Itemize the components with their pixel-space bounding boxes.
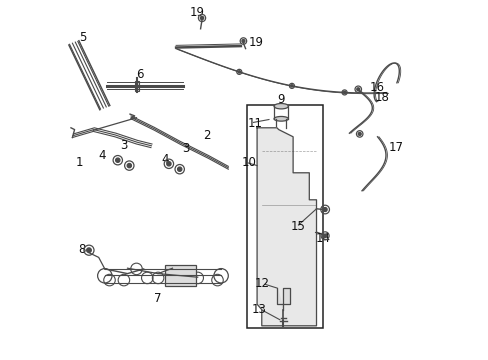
Circle shape	[86, 248, 91, 252]
Text: 16: 16	[369, 81, 384, 94]
Text: 19: 19	[248, 36, 264, 49]
Text: 12: 12	[254, 277, 269, 290]
Text: 4: 4	[99, 149, 106, 162]
Text: 6: 6	[136, 68, 143, 81]
Text: 10: 10	[242, 156, 256, 168]
Circle shape	[323, 208, 326, 211]
Text: 15: 15	[290, 220, 305, 233]
Text: 8: 8	[78, 243, 85, 256]
Polygon shape	[257, 128, 316, 326]
Circle shape	[200, 17, 203, 20]
Circle shape	[343, 91, 345, 94]
Text: 3: 3	[182, 142, 189, 155]
Circle shape	[127, 163, 131, 168]
Circle shape	[116, 158, 120, 162]
Text: 19: 19	[189, 6, 204, 19]
Bar	[165, 265, 196, 286]
Circle shape	[358, 132, 361, 135]
Text: 2: 2	[203, 129, 210, 141]
Text: 13: 13	[251, 303, 266, 316]
Bar	[246, 105, 323, 328]
Polygon shape	[276, 288, 289, 310]
Text: 14: 14	[315, 232, 330, 245]
Circle shape	[323, 234, 326, 238]
Circle shape	[242, 40, 244, 42]
Text: 5: 5	[80, 31, 87, 44]
Circle shape	[177, 167, 182, 171]
Circle shape	[166, 162, 171, 166]
Text: 18: 18	[374, 91, 389, 104]
Text: 9: 9	[276, 93, 284, 106]
Text: 11: 11	[247, 117, 262, 130]
Circle shape	[356, 88, 359, 91]
Bar	[134, 81, 139, 91]
Ellipse shape	[273, 117, 288, 121]
Circle shape	[238, 71, 240, 73]
Text: 4: 4	[161, 153, 168, 166]
Ellipse shape	[273, 104, 288, 109]
Text: 3: 3	[120, 139, 127, 152]
Text: 7: 7	[153, 292, 161, 305]
Text: 17: 17	[387, 141, 403, 154]
Circle shape	[290, 85, 292, 87]
Text: 1: 1	[75, 156, 82, 169]
